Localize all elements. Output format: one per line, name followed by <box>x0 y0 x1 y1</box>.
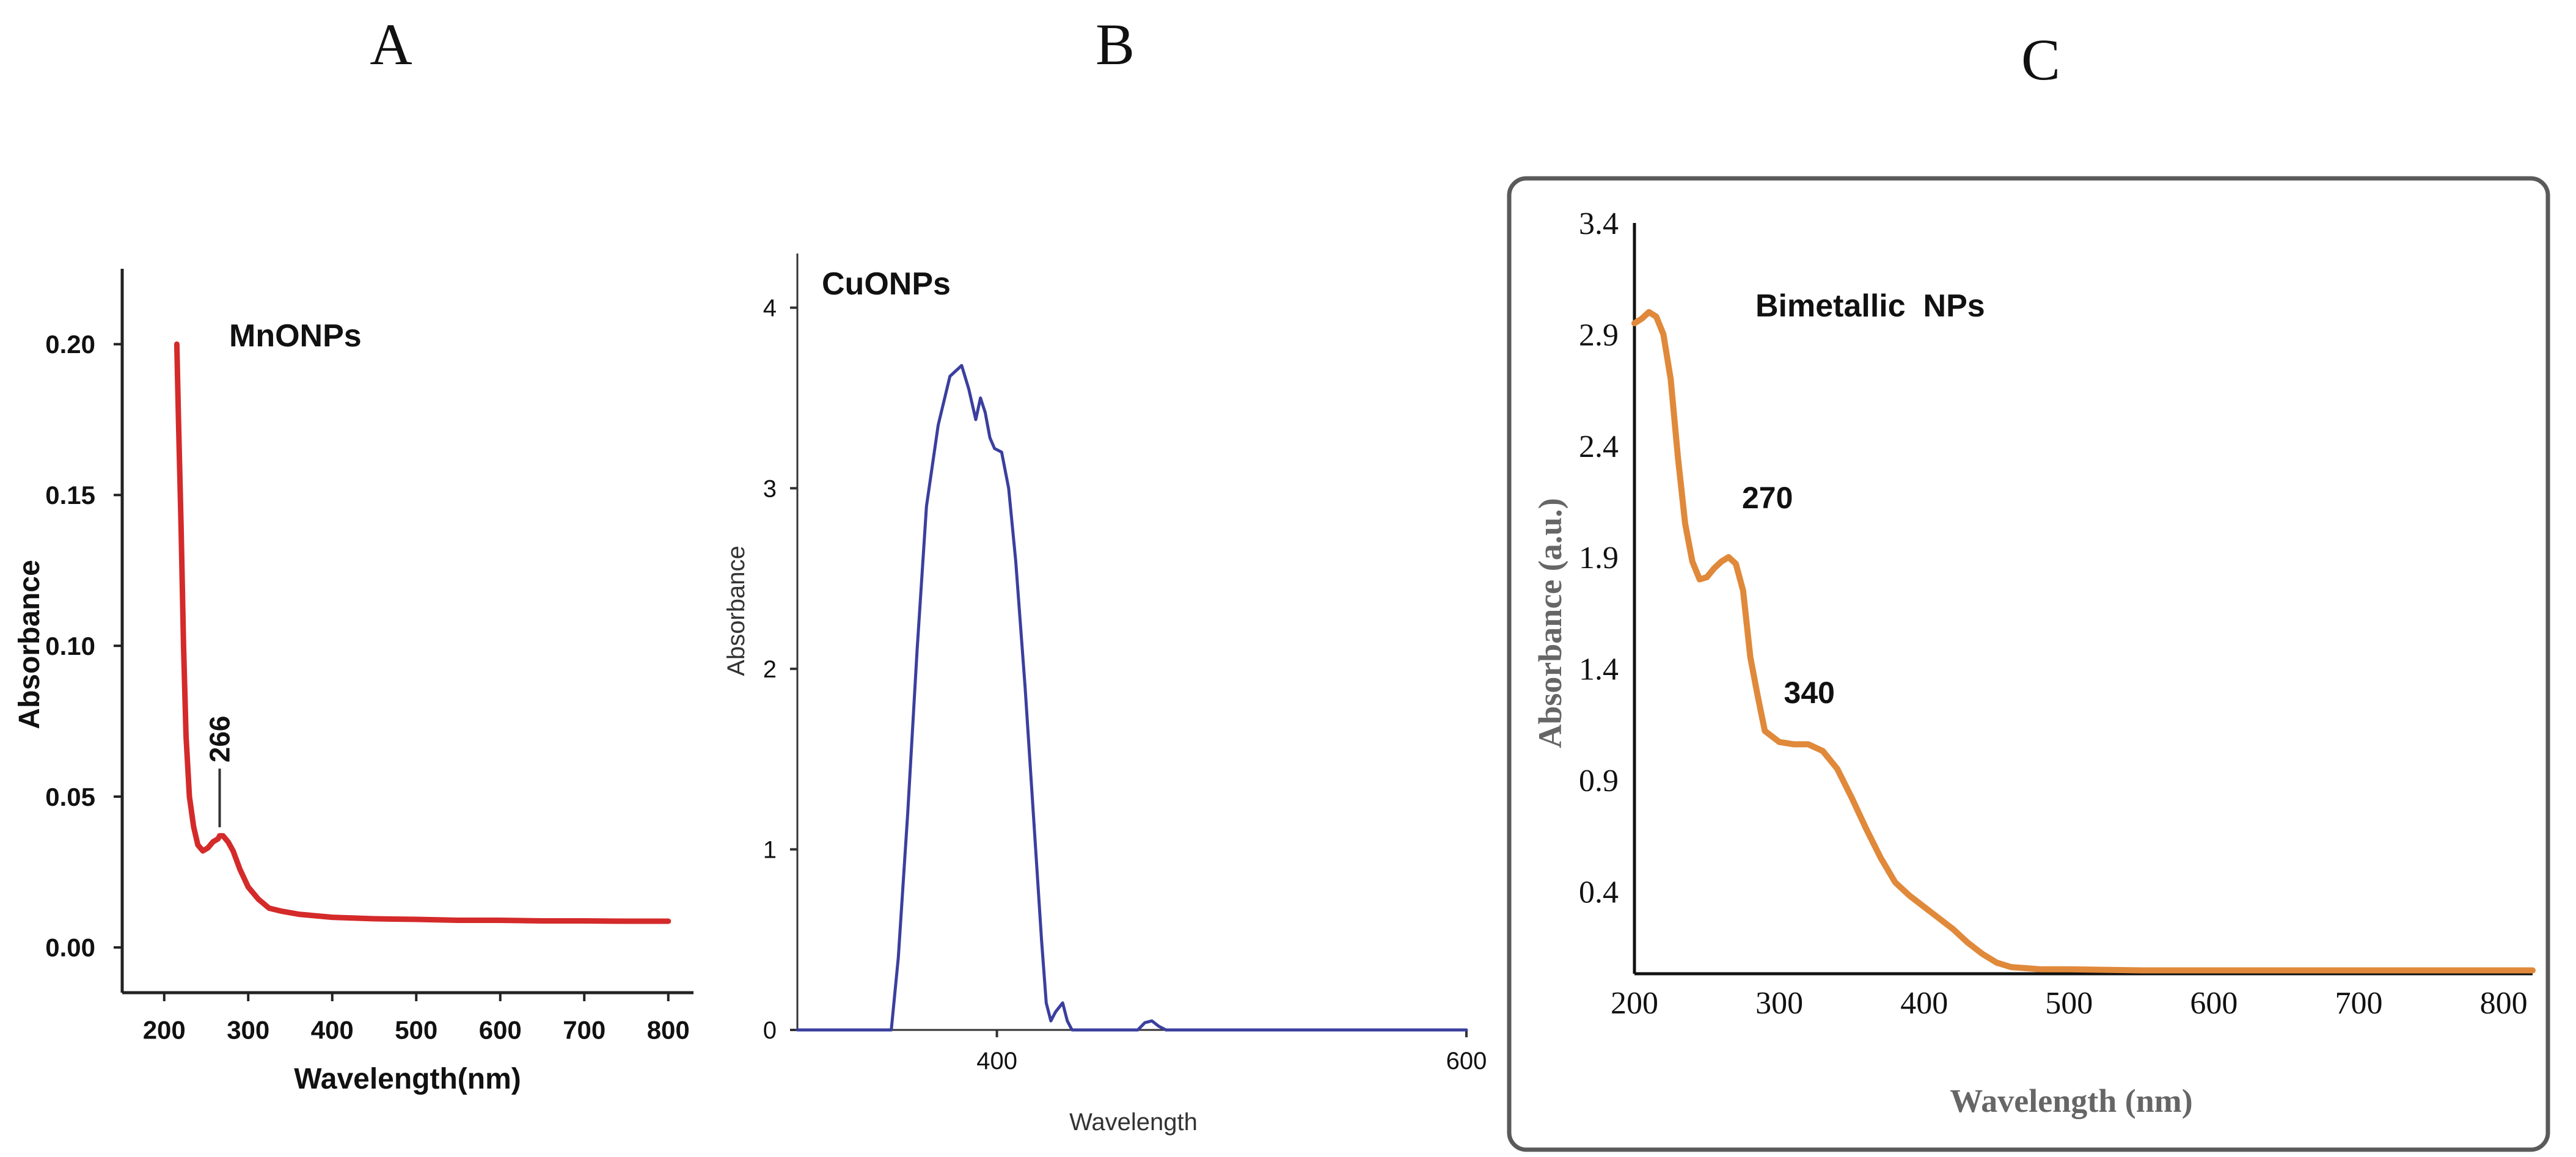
panel-c-xtick-label: 800 <box>2480 986 2528 1021</box>
panel-c-xtick-label: 600 <box>2190 986 2238 1021</box>
panel-letter-b: B <box>1096 12 1135 77</box>
panel-a-xtick-label: 400 <box>311 1016 354 1045</box>
panel-c-ylabel: Absorbance (a.u.) <box>1532 498 1568 748</box>
panel-c-peak-label-270: 270 <box>1742 481 1793 515</box>
panel-a-series-line <box>174 341 671 924</box>
panel-c-title: Bimetallic NPs <box>1755 288 1985 324</box>
panel-a-xtick-label: 200 <box>143 1016 186 1045</box>
panel-b-ytick-label: 2 <box>763 656 777 683</box>
panel-a-xtick-label: 500 <box>395 1016 437 1045</box>
panel-c-ytick-label: 0.9 <box>1579 764 1619 798</box>
panel-c-ytick-label: 0.4 <box>1579 875 1619 910</box>
panel-b-title: CuONPs <box>822 266 951 302</box>
chart-panel-b: 400 600 0 1 2 3 4 CuONPs Wavelength Absorbance <box>723 254 1487 1136</box>
panel-b-ylabel: Absorbance <box>723 546 750 676</box>
panel-a-ytick-label: 0.10 <box>45 632 95 660</box>
panel-b-ytick-label: 1 <box>763 836 777 863</box>
panel-b-series-line <box>796 363 1468 1032</box>
panel-c-ytick-label: 2.9 <box>1579 318 1619 353</box>
panel-c-ytick-label: 2.4 <box>1579 429 1619 464</box>
panel-c-series-line <box>1631 308 2536 974</box>
panel-letter-c: C <box>2021 27 2060 92</box>
panel-a-ytick-label: 0.15 <box>45 481 95 509</box>
panel-a-xtick-label: 300 <box>227 1016 269 1045</box>
panel-c-xlabel: Wavelength (nm) <box>1950 1082 2193 1119</box>
panel-a-ytick-label: 0.05 <box>45 783 95 811</box>
panel-b-xtick-label: 600 <box>1446 1048 1487 1075</box>
panel-a-ytick-label: 0.00 <box>45 933 95 962</box>
panel-b-ytick-label: 0 <box>763 1017 777 1044</box>
panel-b-xtick-label: 400 <box>976 1048 1017 1075</box>
panel-a-peak-label: 266 <box>204 716 236 763</box>
panel-a-ytick-label: 0.20 <box>45 330 95 359</box>
panel-c-xtick-label: 400 <box>1900 986 1948 1021</box>
panel-c-xtick-label: 300 <box>1755 986 1803 1021</box>
panel-a-xtick-label: 600 <box>479 1016 522 1045</box>
chart-panel-c: 200 300 400 500 600 700 800 0.4 0.9 1.4 1.9 2.4 2.9 3… <box>1532 206 2536 1119</box>
panel-c-frame <box>1507 176 2550 1152</box>
panel-c-ytick-label: 3.4 <box>1579 206 1619 241</box>
panel-a-title: MnONPs <box>229 318 362 354</box>
panel-b-ytick-label: 3 <box>763 475 777 502</box>
panel-a-xtick-label: 700 <box>563 1016 606 1045</box>
panel-b-ytick-label: 4 <box>763 295 777 322</box>
panel-c-xtick-label: 200 <box>1611 986 1658 1021</box>
panel-a-ylabel: Absorbance <box>13 560 46 729</box>
panel-c-xtick-label: 500 <box>2045 986 2093 1021</box>
panel-a-xlabel: Wavelength(nm) <box>294 1063 521 1095</box>
panel-a-xtick-label: 800 <box>647 1016 690 1045</box>
panel-c-xtick-label: 700 <box>2335 986 2382 1021</box>
panel-c-ytick-label: 1.9 <box>1579 541 1619 575</box>
panel-b-xlabel: Wavelength <box>1069 1109 1198 1136</box>
chart-panel-a: 200 300 400 500 600 700 800 0.00 0.05 0.10 0.15 0.2… <box>13 269 693 1095</box>
panel-c-peak-label-340: 340 <box>1784 676 1835 710</box>
panel-c-ytick-label: 1.4 <box>1579 652 1619 687</box>
panel-letter-a: A <box>370 12 412 77</box>
